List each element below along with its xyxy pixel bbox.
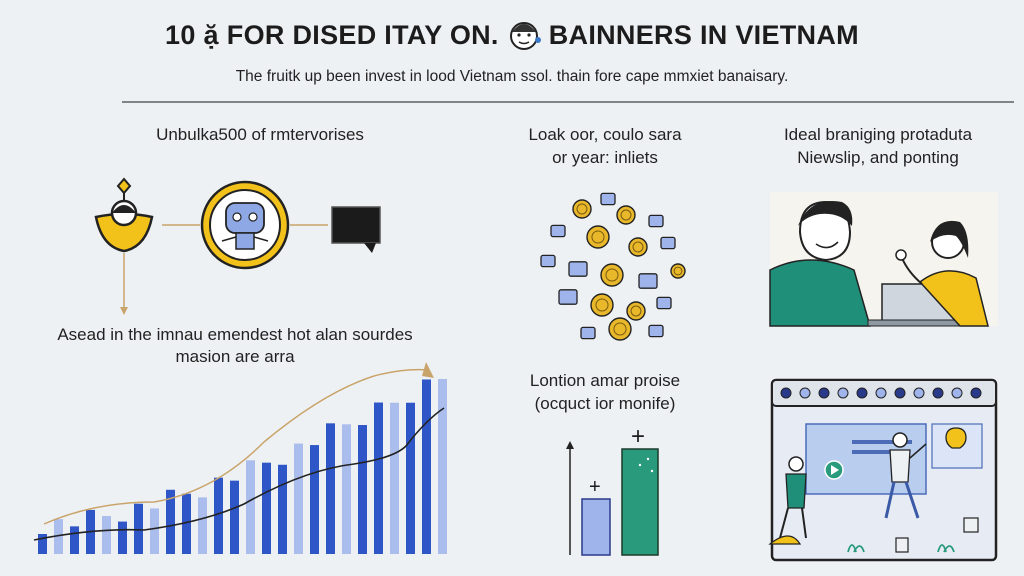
title-mid: FOR DISED ITAY ON. (226, 19, 499, 50)
bar-large (621, 448, 659, 556)
coin-icon (670, 263, 686, 279)
coin-icon (648, 214, 664, 228)
plus-sign-2: + (631, 423, 646, 450)
chart-bar (134, 503, 143, 554)
left-top-caption: Unbulka500 of rmtervorises (156, 125, 364, 144)
chart-bar (278, 464, 287, 554)
chart-bar (262, 462, 271, 554)
browser-window-illustration (768, 378, 998, 562)
chart-bar (118, 521, 127, 554)
chart-bar (102, 516, 111, 554)
right-top-caption-2: Niewslip, and ponting (797, 148, 959, 167)
bulb-icon (94, 177, 154, 253)
robot-icon (200, 180, 290, 270)
coin-icon (572, 199, 592, 219)
title-left: 10 ặ (165, 19, 219, 50)
chart-bar (294, 443, 303, 554)
coin-icon (608, 317, 632, 341)
process-flow-diagram (94, 177, 381, 315)
chart-bar (246, 460, 255, 554)
center-top-caption-1: Loak oor, coulo sara (528, 125, 682, 144)
coin-icon (638, 273, 658, 289)
coin-icon (540, 254, 556, 268)
chart-bar (166, 489, 175, 554)
center-bottom-caption-2: (ocquct ior monife) (534, 394, 676, 413)
left-mid-caption-2: masion are arra (175, 347, 295, 366)
chart-bar (438, 379, 447, 554)
chart-bar (390, 402, 399, 554)
face-icon (509, 22, 541, 50)
chat-bubble-icon (331, 206, 381, 253)
center-bottom-caption-1: Lontion amar proise (529, 371, 681, 390)
header-divider (122, 101, 1014, 103)
plus-sign-1: + (589, 476, 601, 498)
chart-bar (230, 480, 239, 554)
subtitle: The fruitk up been invest in lood Vietna… (235, 68, 789, 85)
trend-line (33, 407, 445, 541)
coin-icon (628, 237, 648, 257)
coin-cluster (540, 192, 686, 341)
coin-icon (616, 205, 636, 225)
chart-bar (38, 534, 47, 554)
chart-bar (358, 425, 367, 554)
page-title: 10 ặ FOR DISED ITAY ON. BAINNERS IN VIET… (0, 18, 1024, 52)
title-right: BAINNERS IN VIETNAM (548, 19, 859, 50)
chart-bar (150, 508, 159, 554)
coin-icon (648, 324, 664, 338)
chart-bar (310, 445, 319, 554)
chart-bar (406, 402, 415, 554)
chart-bar (70, 526, 79, 554)
chart-bar (54, 519, 63, 554)
meeting-illustration (769, 192, 998, 327)
chart-bar (422, 379, 431, 554)
coin-icon (660, 236, 676, 250)
chart-bar (342, 424, 351, 554)
comparison-bars (566, 441, 659, 556)
coin-icon (568, 261, 588, 277)
coin-icon (600, 192, 616, 206)
chart-bar (374, 402, 383, 554)
trend-line-secondary (43, 368, 430, 525)
chart-bar (198, 497, 207, 554)
bar-small (581, 498, 611, 556)
coin-icon (558, 289, 578, 305)
chart-bar (326, 423, 335, 554)
coin-icon (580, 326, 596, 340)
chart-bar (214, 477, 223, 554)
left-mid-caption-1: Asead in the imnau emendest hot alan sou… (57, 325, 413, 344)
right-top-caption-1: Ideal braniging protaduta (783, 125, 973, 144)
coin-icon (656, 296, 672, 310)
coin-icon (590, 293, 614, 317)
chart-bar (182, 493, 191, 554)
coin-icon (600, 263, 624, 287)
center-top-caption-2: or year: inliets (552, 148, 658, 167)
coin-icon (626, 301, 646, 321)
growth-bar-chart (33, 362, 447, 554)
coin-icon (586, 225, 610, 249)
coin-icon (550, 224, 566, 238)
